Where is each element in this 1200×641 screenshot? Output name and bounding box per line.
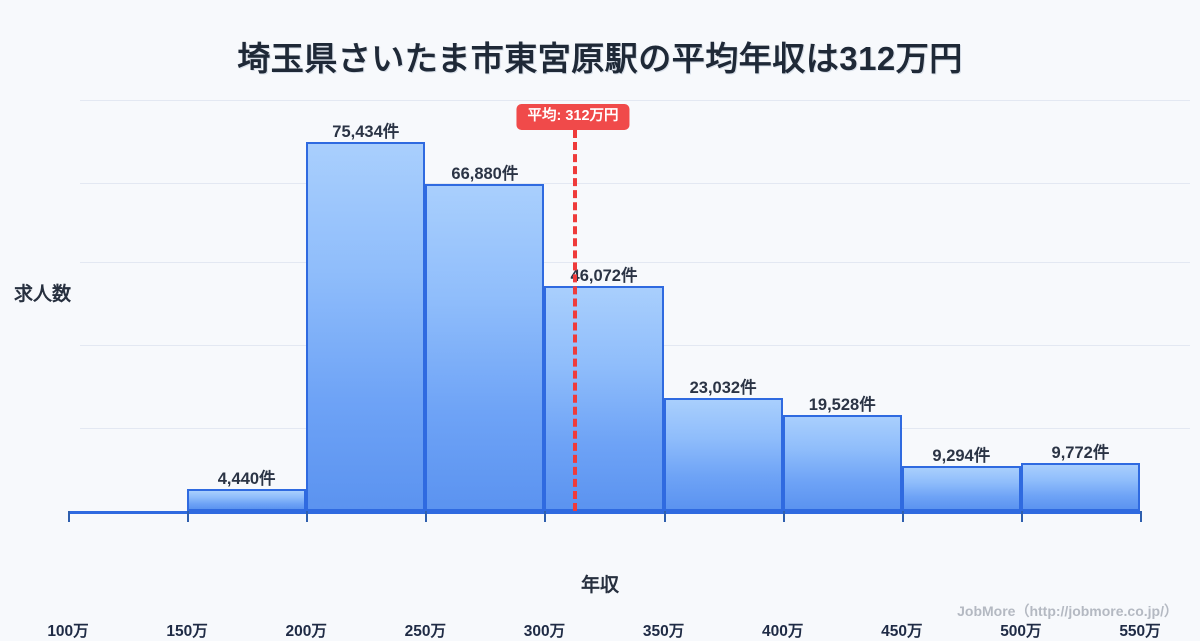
x-axis-tick-label: 100万 bbox=[47, 623, 89, 640]
bar[interactable] bbox=[901, 465, 1021, 511]
x-axis-tick bbox=[1140, 511, 1142, 522]
average-line bbox=[573, 130, 578, 511]
x-axis-tick-label: 450万 bbox=[881, 623, 923, 640]
x-axis-tick bbox=[425, 511, 428, 522]
bar[interactable] bbox=[663, 398, 783, 511]
x-axis-tick bbox=[306, 511, 309, 522]
bar[interactable] bbox=[425, 183, 545, 511]
bar[interactable] bbox=[1020, 463, 1140, 511]
x-axis-tick bbox=[544, 511, 547, 522]
bar-value-label: 75,434件 bbox=[332, 122, 400, 141]
x-axis-tick bbox=[782, 511, 785, 522]
x-axis-tick-label: 300万 bbox=[523, 623, 566, 640]
gridline bbox=[80, 100, 1190, 101]
watermark: JobMore（http://jobmore.co.jp/） bbox=[957, 603, 1178, 619]
bar-value-label: 9,772件 bbox=[1051, 444, 1110, 463]
x-axis-tick bbox=[68, 511, 70, 522]
x-axis-tick-label: 150万 bbox=[166, 623, 208, 640]
gridline bbox=[80, 183, 1190, 184]
x-axis-tick bbox=[187, 511, 190, 522]
gridline bbox=[80, 262, 1190, 263]
bar-value-label: 46,072件 bbox=[570, 266, 638, 285]
bar-value-label: 19,528件 bbox=[808, 396, 876, 415]
x-axis-tick-label: 400万 bbox=[761, 623, 804, 640]
x-axis-tick-label: 350万 bbox=[642, 623, 685, 640]
bar[interactable] bbox=[782, 415, 902, 511]
x-axis-tick bbox=[901, 511, 904, 522]
chart-title: 埼玉県さいたま市東宮原駅の平均年収は312万円 bbox=[237, 40, 963, 77]
bar[interactable] bbox=[306, 141, 426, 511]
average-badge: 平均: 312万円 bbox=[516, 104, 630, 130]
x-axis-tick-label: 500万 bbox=[1000, 623, 1042, 640]
plot-area: 4,440件 75,434件 66,880件 46,072件 23,032件 19,528… bbox=[47, 100, 1190, 640]
bar-value-label: 66,880件 bbox=[451, 164, 519, 183]
bar-value-label: 23,032件 bbox=[689, 379, 757, 398]
x-axis-line bbox=[68, 511, 1142, 514]
bar-value-label: 4,440件 bbox=[217, 470, 276, 489]
bar-value-label: 9,294件 bbox=[932, 446, 991, 465]
x-axis-tick-label: 250万 bbox=[404, 623, 447, 640]
bar[interactable] bbox=[544, 285, 664, 511]
x-axis-tick-label: 200万 bbox=[285, 623, 327, 640]
x-axis-tick-label: 550万 bbox=[1119, 623, 1161, 640]
x-axis-title: 年収 bbox=[580, 575, 619, 596]
y-axis-title: 求人数 bbox=[14, 284, 72, 305]
bar[interactable] bbox=[187, 489, 307, 511]
x-axis-tick bbox=[663, 511, 666, 522]
x-axis-tick bbox=[1020, 511, 1023, 522]
